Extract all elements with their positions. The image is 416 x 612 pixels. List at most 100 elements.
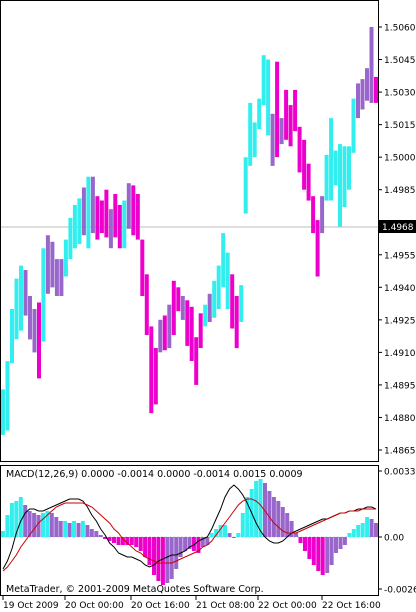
macd-histogram-bar xyxy=(152,537,156,575)
price-bar xyxy=(108,209,113,249)
price-bar xyxy=(41,248,46,342)
macd-histogram-bar xyxy=(116,537,121,545)
price-bar xyxy=(171,280,176,335)
macd-histogram-bar xyxy=(89,529,94,537)
macd-histogram-bar xyxy=(187,537,192,549)
macd-histogram-bar xyxy=(107,537,112,541)
macd-histogram-bar xyxy=(196,537,201,553)
macd-histogram-bar xyxy=(258,479,263,537)
price-bars xyxy=(1,27,378,435)
price-bar xyxy=(194,337,199,385)
price-bar xyxy=(288,105,293,147)
macd-histogram-bar xyxy=(356,525,361,537)
macd-histogram-bar xyxy=(45,511,50,537)
price-bar xyxy=(176,287,181,312)
macd-histogram-bar xyxy=(169,537,174,579)
price-bar xyxy=(117,204,122,249)
price-bar xyxy=(360,79,365,110)
macd-histogram-bar xyxy=(156,537,161,581)
price-bar xyxy=(86,176,91,249)
price-bar xyxy=(324,155,329,201)
time-axis-label: 22 Oct 16:00 xyxy=(322,601,381,611)
price-bar xyxy=(95,196,100,240)
price-bar xyxy=(149,326,154,414)
macd-histogram-bar xyxy=(165,537,170,583)
price-bar xyxy=(225,252,230,309)
macd-histogram-bar xyxy=(205,537,210,545)
price-bar xyxy=(104,189,109,238)
macd-histogram-bar xyxy=(98,535,103,537)
macd-histogram-bar xyxy=(63,521,68,537)
macd-histogram-bar xyxy=(9,503,14,537)
macd-histogram-bar xyxy=(112,537,116,543)
price-bar xyxy=(19,265,23,331)
price-bar xyxy=(113,194,118,238)
price-bar xyxy=(311,196,316,234)
macd-histogram-bar xyxy=(32,513,37,537)
macd-histogram-bar xyxy=(236,533,241,537)
macd-histogram-bar xyxy=(134,537,139,547)
price-axis-label: 1.5030 xyxy=(384,89,416,99)
price-bar xyxy=(198,313,203,348)
macd-histogram-bar xyxy=(245,497,250,537)
time-axis-label: 20 Oct 00:00 xyxy=(65,601,124,611)
price-axis-label: 1.5015 xyxy=(384,121,416,131)
macd-panel-frame xyxy=(0,465,379,596)
price-bar xyxy=(329,118,334,201)
macd-histogram-bar xyxy=(129,537,134,545)
macd-histogram-bar xyxy=(280,507,285,537)
macd-histogram-bar xyxy=(14,501,19,537)
macd-histogram-bar xyxy=(325,537,330,573)
macd-histogram-bar xyxy=(360,523,365,537)
price-bar xyxy=(248,102,253,166)
macd-histogram-bar xyxy=(334,537,338,553)
price-bar xyxy=(185,300,190,346)
price-bar xyxy=(90,176,95,234)
price-bar xyxy=(1,389,5,435)
macd-histogram-bar xyxy=(347,533,352,537)
price-bar xyxy=(338,144,342,227)
macd-histogram-bar xyxy=(365,517,370,537)
price-axis-label: 1.4910 xyxy=(384,349,416,359)
macd-histogram-bar xyxy=(263,483,267,537)
macd-histogram-bar xyxy=(276,501,281,537)
price-bar xyxy=(297,126,302,173)
price-bar xyxy=(50,241,55,288)
macd-histogram-bar xyxy=(209,533,214,537)
time-axis-label: 20 Oct 16:00 xyxy=(131,601,190,611)
macd-histogram-bar xyxy=(351,529,356,537)
price-axis-label: 1.5060 xyxy=(384,24,416,34)
price-bar xyxy=(293,89,298,132)
macd-histogram-bar xyxy=(54,517,59,537)
macd-histogram-bar xyxy=(307,537,312,559)
macd-histogram-bar xyxy=(369,519,374,537)
price-axis-label: 1.4880 xyxy=(384,414,416,424)
macd-histogram-bar xyxy=(1,531,5,537)
price-bar xyxy=(257,98,262,129)
macd-histogram-bar xyxy=(267,491,272,537)
price-bar xyxy=(54,259,59,296)
macd-histogram-bar xyxy=(231,537,236,538)
price-bar xyxy=(37,302,41,379)
macd-histogram-bar xyxy=(294,533,299,537)
price-bar xyxy=(374,76,378,103)
time-axis-label: 21 Oct 08:00 xyxy=(196,601,255,611)
macd-histogram-bar xyxy=(191,537,196,551)
macd-histogram-bar xyxy=(174,537,179,569)
price-bar xyxy=(131,185,136,236)
macd-histogram-bar xyxy=(76,523,81,537)
price-bar xyxy=(122,200,127,249)
price-bar xyxy=(45,235,50,294)
signal-line xyxy=(2,498,376,572)
price-axis-label: 1.4865 xyxy=(384,447,416,457)
macd-histogram-bar xyxy=(289,521,294,537)
price-bar xyxy=(356,83,360,119)
macd-axis-label: 0.00 xyxy=(384,534,404,544)
macd-histogram-bar xyxy=(160,537,165,585)
price-bar xyxy=(126,183,131,229)
price-bar xyxy=(135,194,140,240)
price-bar xyxy=(99,200,104,233)
macd-histogram-bar xyxy=(125,537,130,545)
macd-histogram-bar xyxy=(200,537,205,547)
